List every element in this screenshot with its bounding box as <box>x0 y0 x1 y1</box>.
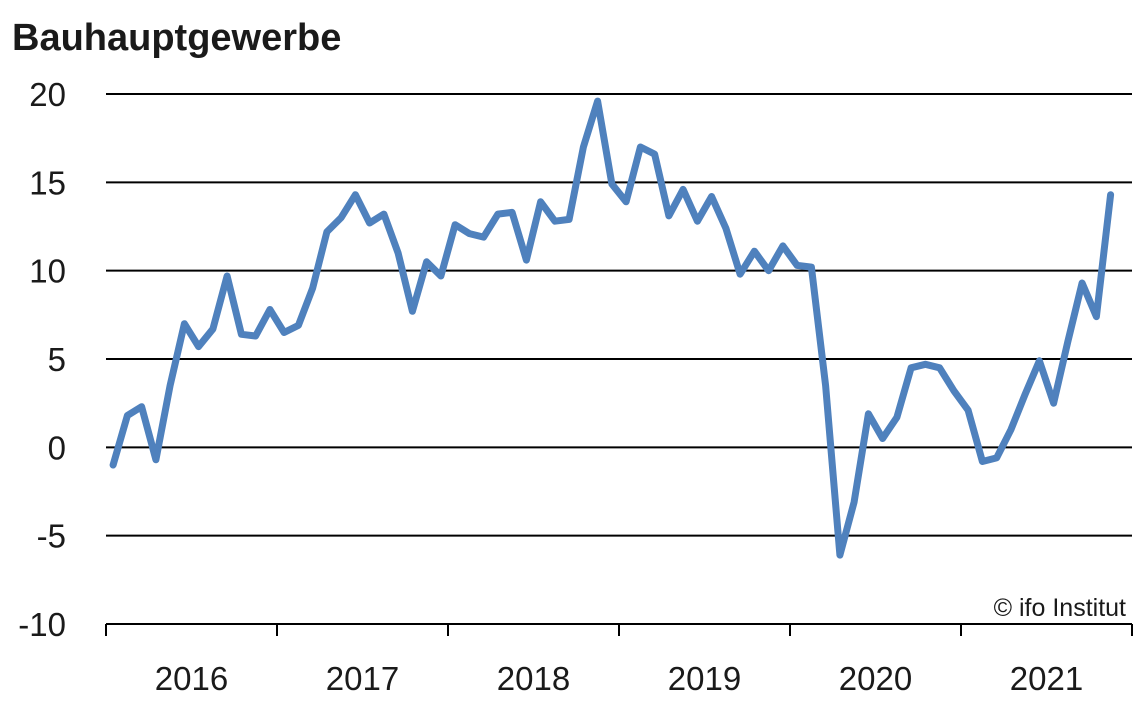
copyright-label: © ifo Institut <box>994 594 1126 622</box>
y-tick-label: 10 <box>29 253 66 290</box>
y-tick-label: 15 <box>29 164 66 201</box>
series <box>109 97 1115 559</box>
x-tick-label: 2020 <box>839 660 912 697</box>
x-tick-label: 2021 <box>1010 660 1083 697</box>
y-tick-labels: 20 15 10 5 0 -5 -10 <box>18 76 66 643</box>
y-tick-label: 5 <box>48 341 66 378</box>
y-tick-label: -10 <box>18 606 66 643</box>
x-tick-label: 2017 <box>326 660 399 697</box>
series-line <box>109 97 1115 559</box>
y-tick-label: 0 <box>48 429 66 466</box>
y-tick-label: -5 <box>37 518 66 555</box>
x-tick-labels: 2016 2017 2018 2019 2020 2021 <box>155 660 1083 697</box>
x-tick-label: 2016 <box>155 660 228 697</box>
y-tick-label: 20 <box>29 76 66 113</box>
chart-title: Bauhauptgewerbe <box>12 17 341 59</box>
x-tick-label: 2018 <box>497 660 570 697</box>
gridlines <box>106 93 1132 537</box>
x-tick-label: 2019 <box>668 660 741 697</box>
x-axis <box>105 623 1133 636</box>
